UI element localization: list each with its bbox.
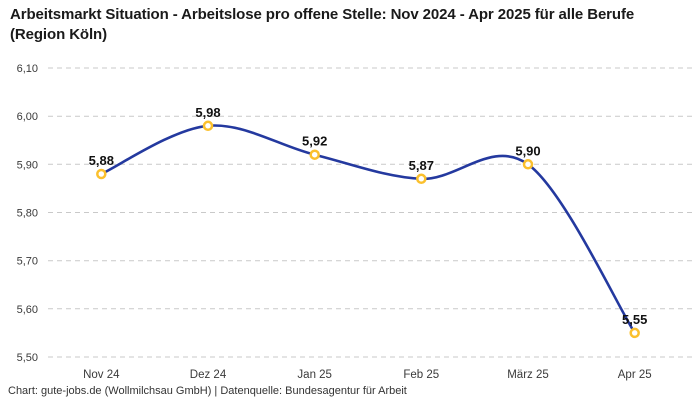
x-axis-tick-label: Nov 24 xyxy=(83,369,120,381)
y-axis-tick-label: 5,50 xyxy=(17,352,38,364)
data-point-marker[interactable] xyxy=(309,149,320,160)
data-point-label: 5,55 xyxy=(622,312,647,327)
data-point-marker[interactable] xyxy=(522,159,534,170)
y-axis-tick-label: 5,80 xyxy=(17,208,38,220)
chart-title: Arbeitsmarkt Situation - Arbeitslose pro… xyxy=(10,6,635,43)
line-chart: 5,50 5,60 5,70 5,80 5,90 6,00 6,10 Nov 24 Dez 24… xyxy=(17,63,692,381)
trend-line xyxy=(100,124,636,335)
x-axis-tick-label: Dez 24 xyxy=(190,369,227,381)
chart-credit: Chart: gute-jobs.de (Wollmilchsau GmbH) … xyxy=(8,385,407,397)
x-axis-tick-label: Feb 25 xyxy=(403,369,439,381)
x-axis-tick-label: März 25 xyxy=(507,369,549,381)
y-axis-tick-label: 6,10 xyxy=(17,63,38,75)
data-point-label: 5,98 xyxy=(195,105,220,120)
y-axis-tick-label: 5,60 xyxy=(17,304,38,316)
x-axis-tick-label: Jan 25 xyxy=(297,369,332,381)
data-point-marker[interactable] xyxy=(629,327,640,339)
data-point-label: 5,87 xyxy=(409,158,434,173)
y-axis-tick-label: 6,00 xyxy=(17,111,38,123)
data-point-marker[interactable] xyxy=(202,120,214,132)
data-point-label: 5,92 xyxy=(302,134,327,149)
data-point-label: 5,88 xyxy=(89,153,114,168)
data-point-marker[interactable] xyxy=(96,168,107,180)
data-point-label: 5,90 xyxy=(515,143,540,158)
data-point-marker[interactable] xyxy=(416,173,427,185)
x-axis-tick-label: Apr 25 xyxy=(618,369,652,381)
y-axis-tick-label: 5,90 xyxy=(17,159,38,171)
y-axis-tick-label: 5,70 xyxy=(17,256,38,268)
